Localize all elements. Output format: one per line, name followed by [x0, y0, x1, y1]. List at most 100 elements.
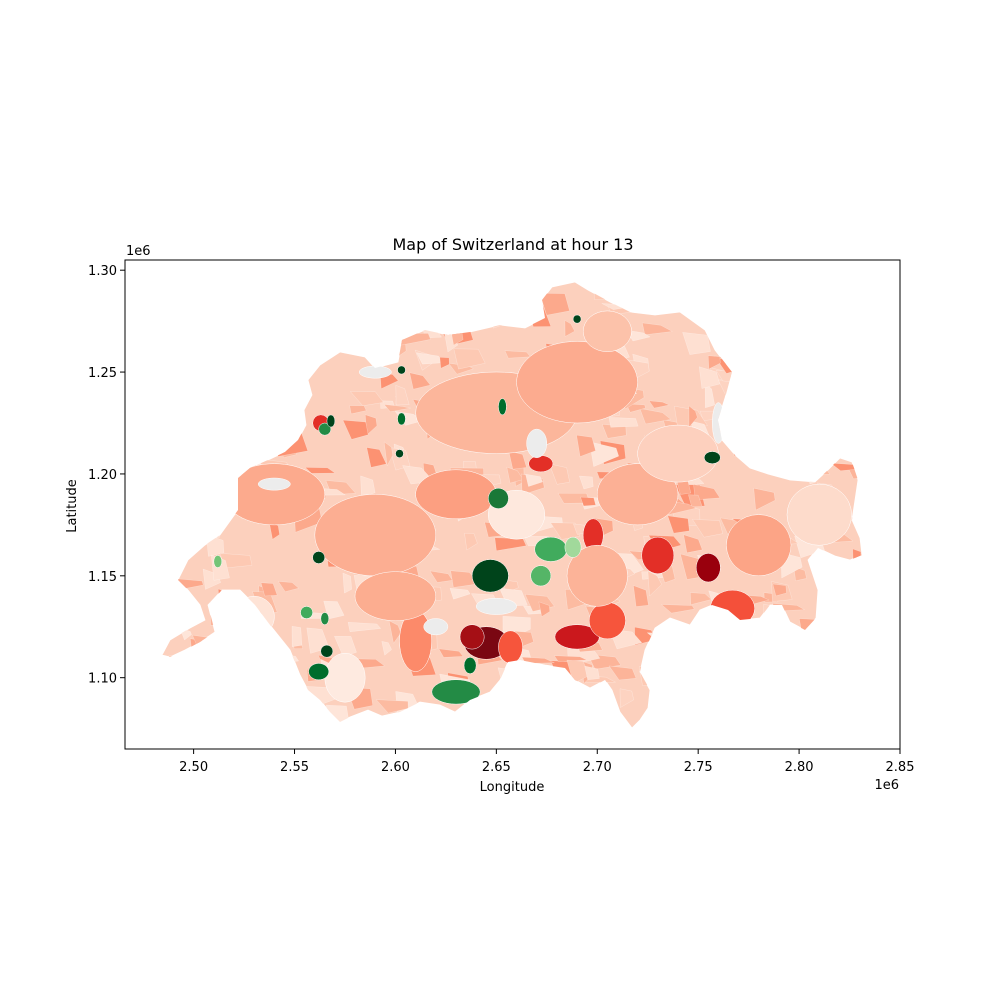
region-green [488, 487, 509, 509]
municipality-tile [704, 382, 715, 409]
municipality-tile [366, 447, 387, 468]
region-mid [566, 544, 628, 607]
region-nodata [423, 618, 449, 636]
x-axis-offset: 1e6 [874, 778, 899, 793]
region-mid [415, 469, 497, 520]
y-tick-label: 1.10 [88, 672, 117, 687]
region-green [312, 551, 326, 564]
municipality-tile [633, 585, 649, 607]
x-tick-label: 2.50 [179, 760, 208, 775]
municipality-tile [381, 641, 392, 656]
municipality-tile [660, 604, 695, 614]
region-green [213, 555, 223, 568]
region-green [572, 314, 582, 324]
municipality-tile [564, 320, 575, 337]
municipality-tile [647, 570, 662, 597]
region-green [320, 644, 334, 658]
x-tick-label: 2.65 [482, 760, 511, 775]
municipality-tile [508, 450, 527, 470]
municipality-tile [589, 441, 619, 467]
municipality-tile [580, 496, 596, 507]
municipality-tile [550, 522, 580, 540]
municipality-tile [639, 408, 672, 425]
y-axis-label: Latitude [65, 479, 80, 533]
region-green [431, 679, 481, 705]
region-mid [314, 494, 437, 577]
municipality-tile [538, 601, 551, 617]
municipality-tile [395, 385, 410, 406]
y-tick-label: 1.25 [88, 366, 117, 381]
region-green [498, 398, 507, 416]
region-nodata [257, 477, 291, 491]
region-green [397, 365, 406, 375]
municipality-tile [772, 583, 787, 597]
region-light [324, 652, 366, 703]
y-axis-offset: 1e6 [126, 244, 151, 259]
y-tick-label: 1.30 [88, 264, 117, 279]
municipality-tile [707, 355, 721, 370]
region-mid [516, 341, 638, 424]
municipality-tile [539, 293, 570, 316]
region-mid [354, 571, 437, 621]
municipality-tile [688, 494, 703, 508]
region-light [582, 310, 632, 352]
municipality-tile [525, 473, 543, 487]
region-nodata [526, 428, 548, 458]
region-green [320, 612, 330, 625]
y-tick-label: 1.15 [88, 570, 117, 585]
municipality-tile [438, 648, 464, 658]
x-tick-label: 2.60 [381, 760, 410, 775]
municipality-tile [625, 403, 646, 413]
municipality-tile [554, 655, 587, 662]
region-high [528, 455, 554, 473]
region-high [695, 553, 721, 583]
region-nodata [475, 597, 517, 615]
municipality-tile [334, 635, 357, 657]
x-tick-label: 2.85 [886, 760, 915, 775]
region-light [786, 483, 852, 546]
x-tick-label: 2.75 [684, 760, 713, 775]
municipality-tile [793, 566, 807, 582]
region-high [588, 602, 626, 640]
y-tick-label: 1.20 [88, 468, 117, 483]
municipality-tile [349, 391, 384, 407]
region-green [534, 536, 568, 562]
region-green [300, 606, 313, 619]
municipality-tile [682, 332, 711, 355]
region-green [318, 422, 332, 436]
municipality-tile [342, 419, 369, 440]
plot-area: 2.50 2.55 2.60 2.65 2.70 2.75 2.80 2.85 1.101.1… [65, 244, 914, 795]
x-tick-label: 2.55 [280, 760, 309, 775]
chart-title: Map of Switzerland at hour 13 [392, 235, 633, 254]
municipality-tile [584, 665, 600, 681]
region-green [463, 657, 477, 674]
x-tick-label: 2.80 [785, 760, 814, 775]
municipality-tile [360, 475, 376, 498]
region-green [530, 565, 552, 587]
x-tick-label: 2.70 [583, 760, 612, 775]
municipality-tile [347, 622, 382, 632]
region-high [459, 624, 485, 650]
region-green [564, 536, 582, 558]
municipality-tile [548, 463, 570, 485]
region-green [471, 559, 509, 593]
municipality-tile [389, 447, 411, 471]
municipality-tile [608, 417, 639, 428]
region-high [641, 536, 675, 574]
municipality-tile [383, 441, 393, 467]
municipality-tile [619, 688, 634, 708]
municipality-tile [453, 348, 486, 370]
municipality-tile [642, 322, 673, 336]
municipality-tile [429, 570, 453, 583]
y-axis-ticks: 1.10 1.15 1.20 1.25 1.30 [88, 264, 125, 687]
region-green [395, 449, 404, 458]
municipality-tile [409, 372, 431, 390]
municipality-tile [579, 475, 594, 490]
municipality-tile [648, 400, 670, 409]
municipality-tile [449, 587, 471, 600]
municipality-tile [576, 434, 596, 457]
municipality-tile [692, 519, 723, 538]
municipality-tile [608, 665, 637, 681]
region-green [308, 663, 330, 681]
